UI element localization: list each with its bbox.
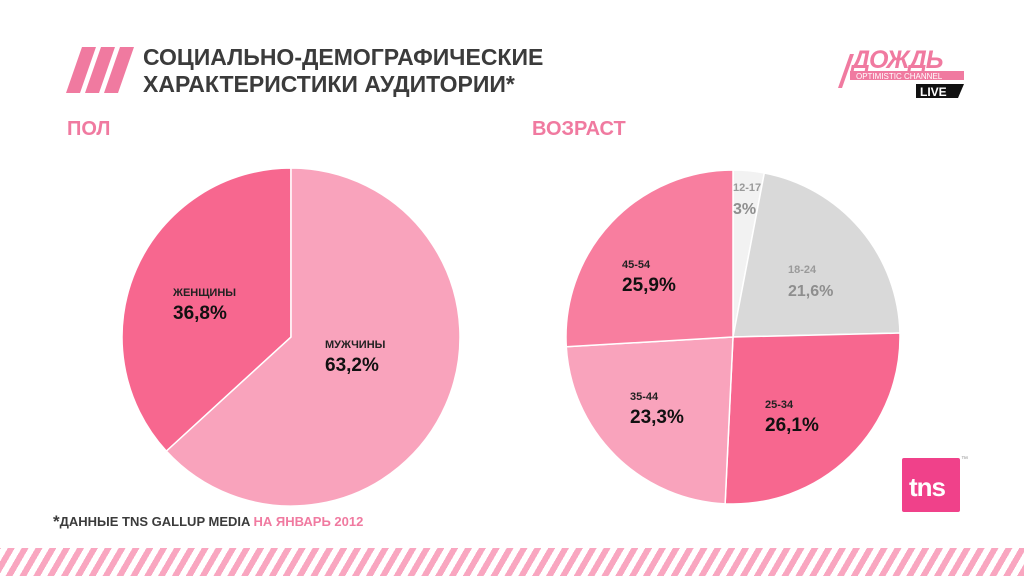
tns-trademark: ™ — [961, 456, 968, 463]
pie1-slice-4 — [565, 169, 734, 348]
footnote: *ДАННЫЕ TNS GALLUP MEDIA НА ЯНВАРЬ 2012 — [53, 512, 364, 534]
pie0-slice-0 — [121, 167, 292, 453]
tns-logo-text: tns — [909, 472, 946, 502]
pie1-slice-2-label: 25-34 — [765, 399, 794, 411]
pie1-slice-2-value: 26,1% — [765, 415, 819, 436]
pie1-slice-4-label: 45-54 — [622, 259, 651, 271]
logo-name: ДОЖДЬ — [850, 46, 943, 74]
page-title-line1: СОЦИАЛЬНО-ДЕМОГРАФИЧЕСКИЕ — [143, 44, 544, 70]
pie1-slice-1 — [732, 172, 901, 338]
logo-tagline: OPTIMISTIC CHANNEL — [856, 72, 943, 81]
pie0-slice-1-label: МУЖЧИНЫ — [325, 339, 386, 351]
page-title-line2: ХАРАКТЕРИСТИКИ АУДИТОРИИ* — [143, 71, 515, 97]
pie0-slice-0-value: 36,8% — [173, 303, 227, 324]
pie0-slice-1 — [165, 167, 461, 507]
footnote-date: НА ЯНВАРЬ 2012 — [253, 514, 364, 529]
tns-logo: tns ™ — [902, 456, 968, 512]
section-gender-heading: ПОЛ — [67, 118, 111, 140]
pie1-slice-1-value: 21,6% — [788, 283, 833, 300]
pie0-slice-1-value: 63,2% — [325, 355, 379, 376]
pie1-slice-2 — [724, 332, 901, 505]
dozhd-logo: ДОЖДЬ OPTIMISTIC CHANNEL LIVE — [838, 46, 964, 99]
title-stripes-decoration — [66, 47, 134, 93]
footnote-star: * — [53, 512, 60, 531]
pie1-slice-0-value: 3% — [733, 201, 756, 218]
pie1-slice-3-label: 35-44 — [630, 391, 659, 403]
pie1-slice-0-label: 12-17 — [733, 182, 761, 194]
bottom-stripe-band — [0, 548, 1024, 576]
logo-live-badge: LIVE — [920, 85, 947, 99]
section-age-heading: ВОЗРАСТ — [532, 118, 626, 140]
footnote-source: ДАННЫЕ TNS GALLUP MEDIA — [59, 514, 250, 529]
pie1-slice-1-label: 18-24 — [788, 264, 817, 276]
pie0-slice-0-label: ЖЕНЩИНЫ — [172, 287, 236, 299]
pie1-slice-4-value: 25,9% — [622, 275, 676, 296]
pie1-slice-3-value: 23,3% — [630, 407, 684, 428]
page-title: СОЦИАЛЬНО-ДЕМОГРАФИЧЕСКИЕ ХАРАКТЕРИСТИКИ… — [143, 44, 543, 98]
pie1-slice-3 — [565, 336, 734, 505]
